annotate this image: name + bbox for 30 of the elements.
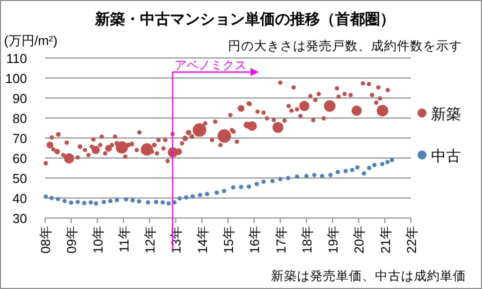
y-tick-label: 100	[5, 71, 27, 86]
y-tick-label: 60	[12, 151, 27, 166]
text: 新築は発売単価、中古は成約単価	[271, 269, 466, 283]
legend-label: 新築	[431, 106, 461, 123]
x-tick-label: 21年	[378, 226, 393, 254]
y-tick-label: 90	[12, 91, 27, 106]
x-tick-label: 18年	[299, 226, 314, 254]
x-tick-label: 14年	[194, 226, 210, 254]
y-tick-label: 70	[12, 131, 27, 146]
x-tick-label: 22年	[404, 226, 419, 254]
y-tick-label: 110	[6, 51, 27, 66]
chart-title: 新築・中古マンション単価の推移（首都圏）	[94, 10, 395, 28]
x-tick-label: 16年	[247, 226, 262, 254]
x-tick-label: 11年	[116, 226, 132, 252]
ref-line-label: アベノミクス	[174, 58, 247, 72]
x-tick-label: 09年	[64, 226, 80, 254]
x-tick-label: 17年	[273, 226, 288, 254]
y-tick-label: 30	[12, 211, 27, 226]
x-tick-label: 10年	[90, 226, 106, 254]
text: 円の大きさは発売戸数、成約件数を示す	[228, 39, 462, 53]
x-tick-label: 20年	[352, 226, 367, 254]
x-tick-label: 08年	[38, 226, 53, 254]
legend-label: 中古	[431, 148, 461, 165]
y-tick-label: 40	[12, 191, 27, 206]
x-tick-label: 12年	[142, 226, 158, 254]
y-axis-title: (万円/m²)	[4, 33, 58, 48]
x-tick-label: 15年	[221, 226, 236, 254]
y-tick-label: 50	[12, 171, 27, 186]
y-tick-label: 80	[12, 111, 27, 126]
x-tick-label: 19年	[326, 226, 341, 254]
